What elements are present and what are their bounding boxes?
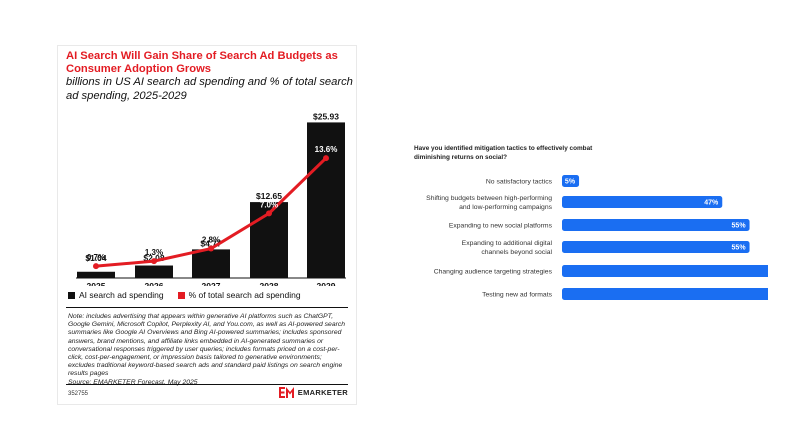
- right-horizontal-bar-chart: 5% No satisfactory tactics 47% Shifting bud…: [426, 175, 768, 300]
- survey-bar: [562, 288, 768, 300]
- bar-value-label: $2.08: [143, 253, 165, 263]
- chart-legend: AI search ad spending % of total search …: [68, 290, 301, 300]
- brand-logo: EMARKETER: [278, 387, 348, 398]
- chart-id: 352755: [68, 391, 89, 397]
- x-tick-label: 2028: [260, 281, 279, 286]
- x-tick-label: 2027: [202, 281, 221, 286]
- percent-point: [323, 155, 329, 162]
- percent-point: [266, 210, 272, 217]
- bar-2029: [307, 122, 345, 278]
- survey-category-label: and low-performing campaigns: [459, 204, 553, 211]
- percent-value-label: 1.3%: [145, 248, 163, 257]
- legend-swatch-spending: [68, 291, 75, 299]
- chart-title: AI Search Will Gain Share of Search Ad B…: [66, 50, 338, 75]
- survey-category-label: No satisfactory tactics: [486, 179, 553, 186]
- bar-2025: [77, 271, 115, 278]
- chart-subtitle: billions in US AI search ad spending and…: [66, 76, 353, 102]
- right-chart-panel: 5% No satisfactory tactics 47% Shifting bud…: [398, 138, 768, 308]
- legend-swatch-percent: [177, 291, 185, 299]
- legend-label-percent: % of total search ad spending: [188, 290, 301, 300]
- percent-point: [93, 263, 99, 270]
- source-text: Source: EMARKETER Forecast, May 2025: [68, 378, 198, 386]
- percent-value-label: 13.6%: [315, 145, 338, 154]
- percent-point: [151, 258, 157, 265]
- divider-bottom: [66, 384, 348, 385]
- x-tick-label: 2025: [87, 281, 106, 286]
- percent-value-label: 0.7%: [87, 253, 105, 262]
- survey-category-label: Testing new ad formats: [482, 292, 552, 299]
- percent-point: [208, 245, 214, 252]
- survey-bar-value: 5%: [565, 179, 576, 186]
- percent-value-label: 7.0%: [260, 200, 278, 209]
- bar-2026: [135, 265, 173, 278]
- survey-bar: [562, 219, 750, 231]
- left-bar-line-chart: $1.04 2025 $2.08 2026 $4.77 2027 $12.65 2028 $25…: [76, 111, 346, 286]
- survey-bar: [562, 196, 723, 208]
- percent-value-label: 2.8%: [202, 236, 220, 245]
- survey-bar-value: 47%: [704, 200, 719, 207]
- bar-2027: [192, 249, 230, 278]
- bar-value-label: $12.65: [256, 191, 282, 201]
- x-tick-label: 2026: [145, 281, 164, 286]
- survey-category-label: Shifting budgets between high-performing: [426, 195, 552, 202]
- emarketer-logo-icon: [278, 387, 294, 398]
- survey-bar: [562, 241, 750, 253]
- note-text: Note: includes advertising that appears …: [68, 313, 346, 378]
- survey-category-label: Changing audience targeting strategies: [434, 269, 553, 276]
- survey-bar-value: 55%: [732, 223, 747, 230]
- survey-bar: [562, 175, 580, 187]
- bar-value-label: $1.04: [85, 253, 107, 263]
- survey-category-label: Expanding to new social platforms: [449, 223, 553, 230]
- survey-bar-value: 55%: [732, 245, 747, 252]
- survey-category-label: Expanding to additional digital: [462, 240, 553, 247]
- x-tick-label: 2029: [317, 281, 336, 286]
- legend-label-spending: AI search ad spending: [79, 290, 164, 300]
- chart-note: Note: includes advertising that appears …: [68, 313, 348, 387]
- survey-bar: [562, 265, 768, 277]
- divider-top: [66, 307, 348, 308]
- survey-category-label: channels beyond social: [481, 249, 552, 256]
- left-chart-card: AI Search Will Gain Share of Search Ad B…: [58, 46, 356, 404]
- brand-name: EMARKETER: [297, 388, 348, 397]
- bar-value-label: $25.93: [313, 111, 339, 121]
- survey-question: Have you identified mitigation tactics t…: [414, 145, 593, 161]
- bar-value-label: $4.77: [200, 238, 222, 248]
